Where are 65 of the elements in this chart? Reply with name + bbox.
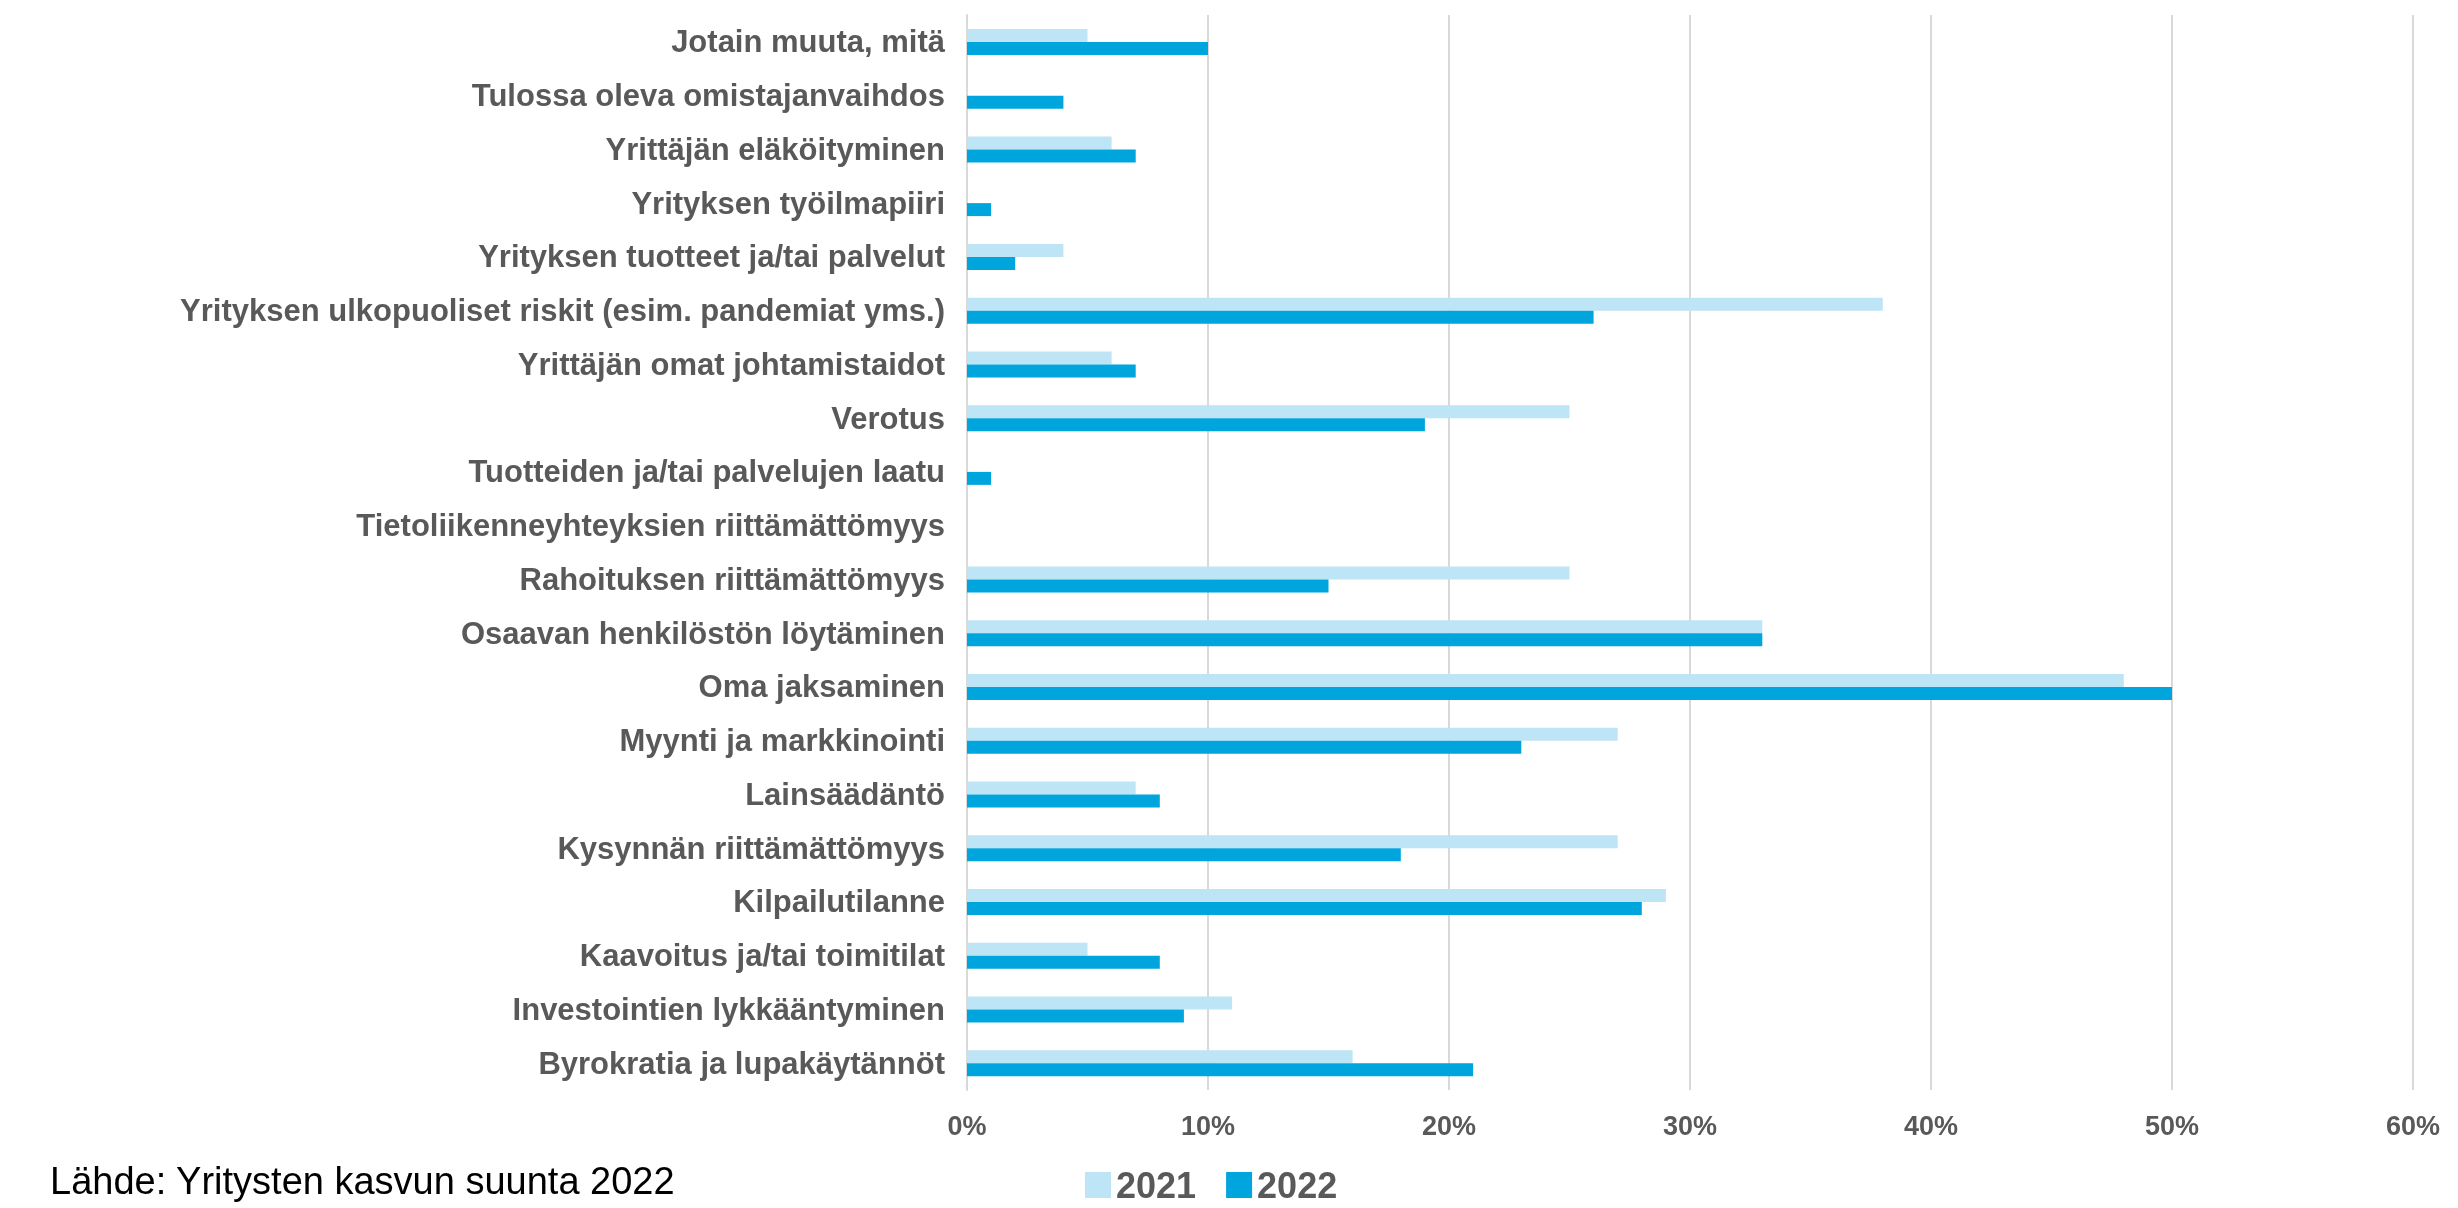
y-tick-label: Yrityksen ulkopuoliset riskit (esim. pandemiat yms.) bbox=[180, 293, 945, 329]
y-tick-label: Osaavan henkilöstön löytäminen bbox=[460, 615, 945, 651]
bar bbox=[967, 955, 1160, 969]
bar bbox=[967, 310, 1594, 324]
bar bbox=[967, 620, 1763, 634]
bar bbox=[967, 41, 1208, 55]
bar bbox=[967, 243, 1064, 257]
y-tick-label: Byrokratia ja lupakäytännöt bbox=[538, 1045, 945, 1081]
bar bbox=[967, 203, 992, 217]
bar bbox=[967, 471, 992, 485]
y-tick-label: Kilpailutilanne bbox=[733, 884, 945, 920]
y-tick-label: Rahoituksen riittämättömyys bbox=[519, 561, 945, 597]
bar bbox=[967, 297, 1883, 311]
bar bbox=[967, 633, 1763, 647]
bar bbox=[967, 794, 1160, 808]
bar bbox=[967, 1009, 1184, 1023]
y-tick-label: Kysynnän riittämättömyys bbox=[557, 830, 945, 866]
y-tick-label: Yrittäjän omat johtamistaidot bbox=[517, 346, 945, 382]
x-tick-label: 30% bbox=[1662, 1110, 1718, 1141]
y-tick-label: Oma jaksaminen bbox=[698, 669, 945, 705]
bar bbox=[967, 1063, 1474, 1077]
y-tick-label: Yrittäjän eläköityminen bbox=[605, 131, 945, 167]
text: Lähde: Yritysten kasvun suunta 2022 bbox=[50, 1160, 675, 1202]
bar bbox=[967, 996, 1233, 1010]
bar bbox=[967, 686, 2172, 700]
y-tick-label: Tulossa oleva omistajanvaihdos bbox=[471, 78, 945, 114]
bar bbox=[967, 848, 1401, 862]
bar bbox=[967, 95, 1064, 109]
bar bbox=[967, 418, 1425, 432]
bar bbox=[967, 727, 1618, 741]
bar bbox=[967, 781, 1136, 795]
bar bbox=[967, 364, 1136, 378]
bar bbox=[967, 1050, 1353, 1064]
x-tick-label: 60% bbox=[2385, 1110, 2441, 1141]
y-tick-label: Kaavoitus ja/tai toimitilat bbox=[579, 938, 945, 974]
bar bbox=[967, 566, 1570, 580]
bar bbox=[967, 136, 1112, 150]
y-tick-label: Yrityksen työilmapiiri bbox=[631, 185, 945, 221]
bar bbox=[967, 256, 1016, 270]
y-tick-label: Yrityksen tuotteet ja/tai palvelut bbox=[478, 239, 945, 275]
bar bbox=[967, 888, 1666, 902]
bar bbox=[967, 835, 1618, 849]
x-tick-label: 10% bbox=[1180, 1110, 1236, 1141]
bar bbox=[967, 405, 1570, 419]
bar bbox=[967, 942, 1088, 956]
x-tick-label: 50% bbox=[2144, 1110, 2200, 1141]
bar bbox=[967, 901, 1642, 915]
bar bbox=[967, 673, 2124, 687]
y-tick-label: Verotus bbox=[831, 400, 945, 436]
x-tick-label: 20% bbox=[1421, 1110, 1477, 1141]
y-tick-label: Myynti ja markkinointi bbox=[619, 723, 945, 759]
legend-label: 2022 bbox=[1257, 1164, 1338, 1206]
y-tick-label: Jotain muuta, mitä bbox=[671, 24, 946, 60]
bar bbox=[967, 579, 1329, 593]
y-tick-label: Lainsäädäntö bbox=[745, 776, 945, 812]
y-tick-label: Tietoliikenneyhteyksien riittämättömyys bbox=[356, 508, 945, 544]
legend-label: 2021 bbox=[1116, 1164, 1197, 1206]
y-tick-label: Investointien lykkääntyminen bbox=[512, 991, 945, 1027]
x-tick-label: 40% bbox=[1903, 1110, 1959, 1141]
bar bbox=[967, 149, 1136, 163]
bar bbox=[967, 740, 1522, 754]
bar bbox=[967, 351, 1112, 365]
y-tick-label: Tuotteiden ja/tai palvelujen laatu bbox=[468, 454, 945, 490]
x-tick-label: 0% bbox=[947, 1110, 987, 1141]
bar bbox=[967, 28, 1088, 42]
